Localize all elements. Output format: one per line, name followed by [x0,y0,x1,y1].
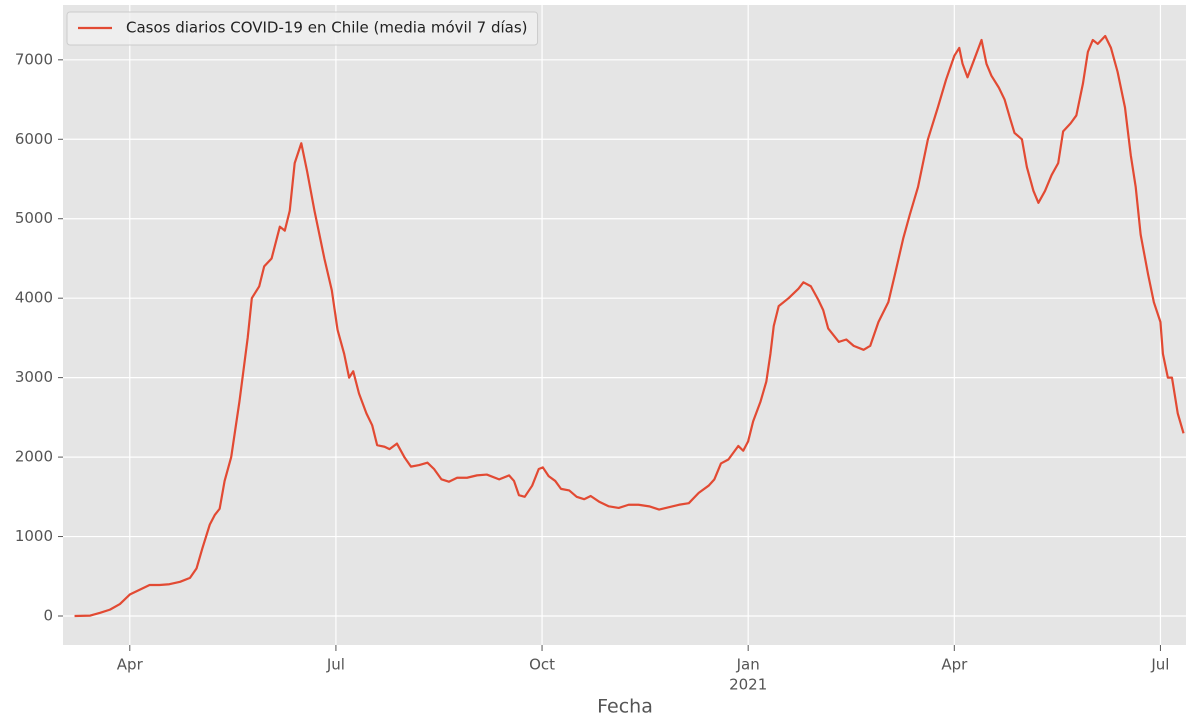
x-tick-label: Apr [117,656,144,674]
y-tick-label: 1000 [15,527,53,545]
y-tick-label: 0 [43,606,53,624]
y-tick-label: 4000 [15,289,53,307]
legend-box [66,11,539,46]
y-tick-label: 6000 [15,130,53,148]
x-tick-label: Jul [1150,656,1169,674]
x-tick-label: Apr [941,656,968,674]
plot-area [63,5,1186,645]
y-tick-label: 7000 [15,50,53,68]
legend-label: Casos diarios COVID-19 en Chile (media m… [126,19,528,37]
y-tick-label: 5000 [15,209,53,227]
x-axis-label: Fecha [597,696,653,718]
legend: Casos diarios COVID-19 en Chile (media m… [66,11,539,46]
x-tick-label: Oct [529,656,555,674]
y-tick-label: 3000 [15,368,53,386]
line-series [74,34,1185,618]
x-tick-label: Jan [736,656,760,674]
x-year-label: 2021 [729,676,767,694]
x-tick-label: Jul [326,656,345,674]
y-tick-label: 2000 [15,448,53,466]
